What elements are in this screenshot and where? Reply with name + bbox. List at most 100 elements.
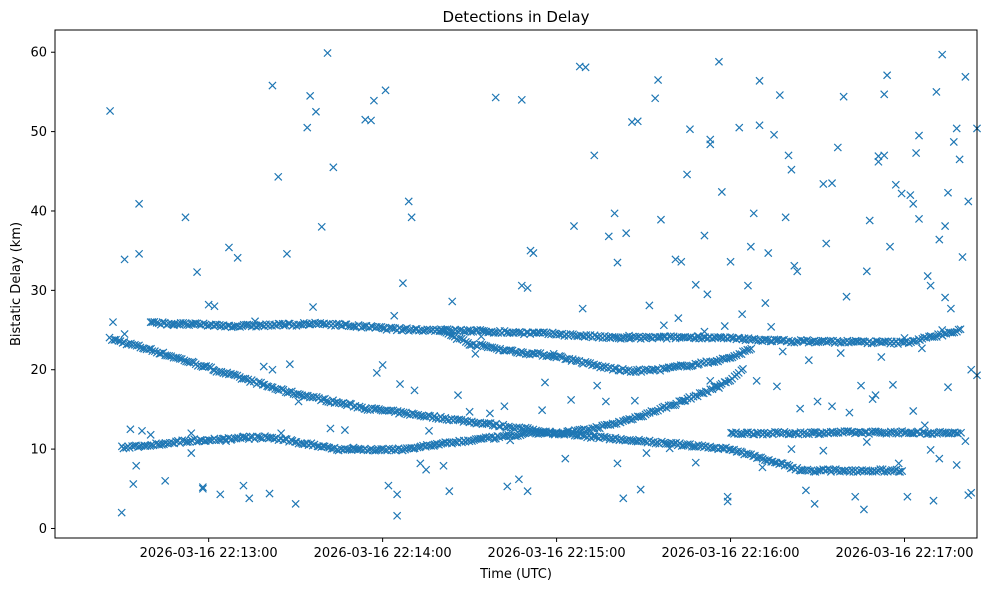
data-point <box>540 378 550 387</box>
data-point <box>766 337 775 346</box>
data-point <box>279 321 288 330</box>
data-point <box>880 90 889 99</box>
data-point <box>645 301 654 310</box>
plot-area <box>55 30 977 538</box>
data-point <box>813 397 822 406</box>
data-point <box>718 444 727 453</box>
chart-title: Detections in Delay <box>443 8 590 26</box>
data-point <box>810 499 819 508</box>
data-point <box>523 283 532 292</box>
data-point <box>294 397 303 406</box>
data-point <box>665 444 674 453</box>
data-point <box>772 382 781 391</box>
data-point <box>187 436 196 445</box>
data-point <box>755 121 764 130</box>
data-point <box>369 96 378 105</box>
data-point <box>720 322 729 331</box>
data-point <box>306 91 315 100</box>
data-point <box>726 257 735 266</box>
data-point <box>926 445 935 454</box>
data-point <box>312 392 321 401</box>
data-point <box>453 391 463 400</box>
data-point <box>932 87 941 96</box>
data-point <box>745 335 754 344</box>
x-axis-ticks: 2026-03-16 22:13:00 2026-03-16 22:14:00 20… <box>140 538 974 561</box>
data-point <box>592 361 601 370</box>
data-point <box>935 454 944 463</box>
data-point <box>403 410 412 419</box>
data-point <box>126 425 135 434</box>
data-point <box>506 346 515 355</box>
data-point <box>738 364 747 373</box>
data-point <box>941 222 950 231</box>
data-point <box>181 213 190 222</box>
data-point <box>204 300 213 309</box>
data-point <box>625 331 634 340</box>
data-point <box>147 440 156 449</box>
data-point <box>566 429 575 438</box>
data-point <box>622 229 631 238</box>
data-point <box>291 499 300 508</box>
data-point <box>256 434 265 443</box>
data-point <box>714 57 723 66</box>
data-point <box>614 366 623 375</box>
data-point <box>912 149 921 158</box>
data-point <box>714 383 723 393</box>
data-point <box>378 360 387 369</box>
data-point <box>277 429 286 438</box>
data-point <box>465 437 474 446</box>
data-point <box>654 75 663 85</box>
data-point <box>683 333 692 342</box>
y-tick-label: 10 <box>30 443 47 458</box>
y-tick-label: 30 <box>30 284 47 299</box>
data-point <box>915 336 924 345</box>
data-point <box>691 391 700 400</box>
data-point <box>703 290 712 299</box>
data-point <box>938 326 947 335</box>
data-point <box>453 415 462 424</box>
data-point <box>243 320 252 329</box>
data-point <box>301 391 310 400</box>
data-point <box>735 349 744 358</box>
data-point <box>549 349 558 358</box>
data-point <box>407 443 416 452</box>
data-point <box>883 71 892 80</box>
data-point <box>311 107 320 116</box>
data-point <box>282 249 291 258</box>
data-point <box>156 349 165 358</box>
data-point <box>764 249 773 258</box>
data-point <box>396 379 405 389</box>
data-point <box>710 382 719 391</box>
data-point <box>859 505 868 514</box>
data-point <box>299 318 308 327</box>
data-point <box>930 332 939 342</box>
data-point <box>161 476 170 485</box>
data-point <box>590 432 599 441</box>
data-point <box>691 280 700 289</box>
data-point <box>883 467 892 476</box>
data-point <box>787 165 796 174</box>
data-point <box>467 417 476 426</box>
data-point <box>642 449 651 458</box>
data-point <box>743 428 753 437</box>
data-point <box>600 420 609 430</box>
data-point <box>529 249 538 258</box>
data-point <box>778 347 787 356</box>
data-point <box>484 419 493 428</box>
x-tick-label: 2026-03-16 22:15:00 <box>488 546 626 561</box>
data-point <box>460 416 469 425</box>
data-point <box>372 404 381 413</box>
data-point <box>513 431 523 440</box>
data-point <box>372 368 381 377</box>
data-point <box>950 328 959 337</box>
data-point <box>685 125 694 134</box>
data-point <box>796 404 805 413</box>
data-point <box>515 327 524 336</box>
data-point <box>431 414 440 423</box>
data-point <box>851 492 860 501</box>
data-point <box>752 376 761 385</box>
data-point <box>819 179 828 189</box>
data-point <box>853 467 862 476</box>
data-point <box>188 319 198 328</box>
data-point <box>538 406 547 415</box>
